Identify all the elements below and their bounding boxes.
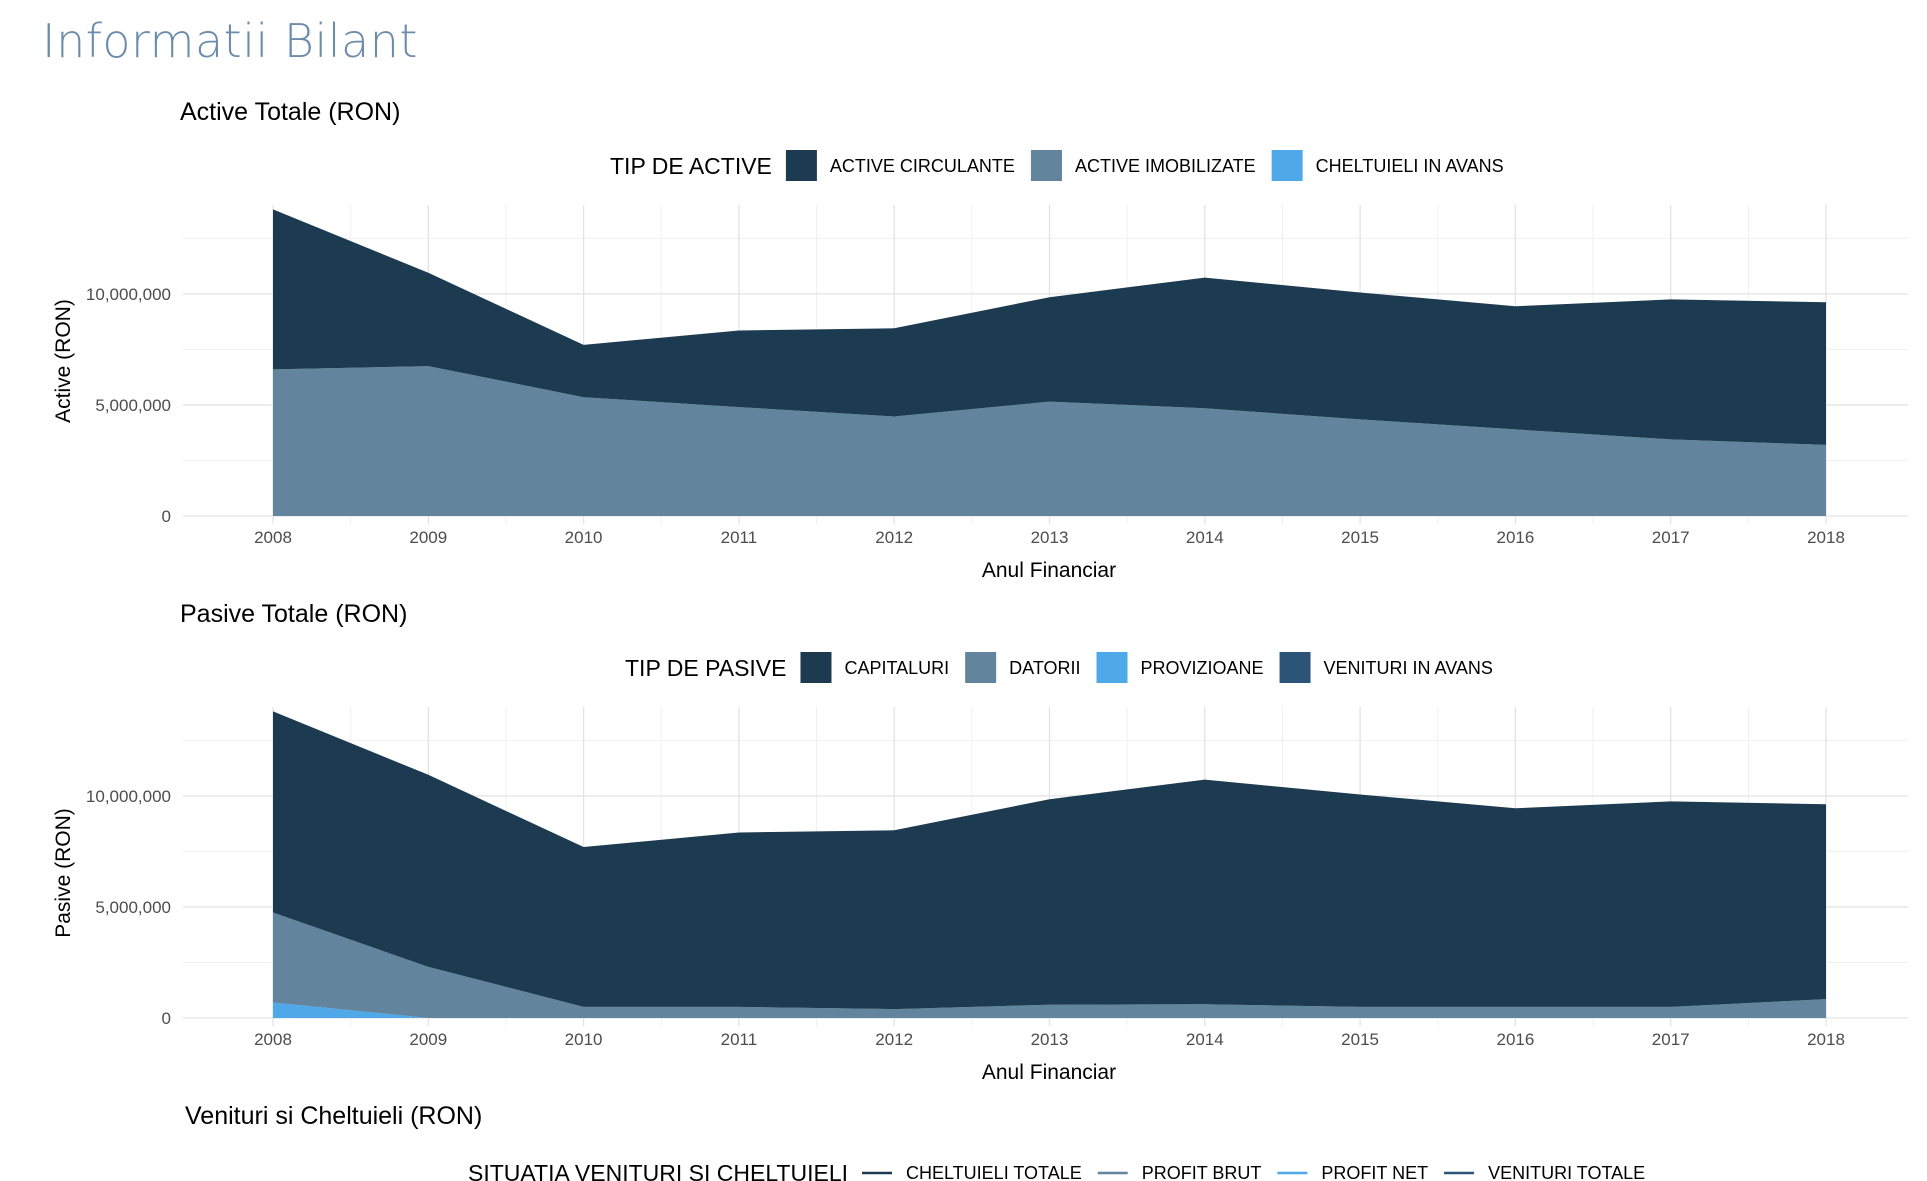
y-tick-label: 0: [162, 507, 171, 526]
legend-title: SITUATIA VENITURI SI CHELTUIELI: [468, 1160, 848, 1181]
x-tick-label: 2010: [565, 1030, 603, 1049]
y-tick-label: 5,000,000: [95, 396, 171, 415]
x-tick-label: 2015: [1341, 1030, 1379, 1049]
chart-legend: TIP DE PASIVE CAPITALURI DATORII PROVIZIOAN…: [625, 652, 1493, 683]
y-axis-title: Pasive (RON): [52, 808, 75, 938]
x-axis-title: Anul Financiar: [982, 559, 1116, 582]
legend-label: PROVIZIOANE: [1141, 658, 1264, 678]
page-title: Informatii Bilant: [42, 14, 418, 68]
y-tick-label: 10,000,000: [86, 787, 171, 806]
x-tick-label: 2018: [1807, 528, 1845, 547]
x-tick-label: 2012: [875, 528, 913, 547]
legend-label: VENITURI TOTALE: [1488, 1163, 1645, 1181]
x-tick-label: 2011: [721, 1030, 758, 1049]
legend-item-datorii: DATORII: [965, 652, 1081, 683]
chart-legend: SITUATIA VENITURI SI CHELTUIELI CHELTUIEL…: [468, 1160, 1645, 1181]
y-tick-label: 5,000,000: [95, 898, 171, 917]
pasive-chart: Pasive Totale (RON) TIP DE PASIVE CAPITAL…: [52, 600, 1908, 1084]
plot-area: 0 5,000,000 10,000,000 2008 2009 2010 2011 2012…: [86, 707, 1908, 1049]
legend-key: [800, 652, 832, 683]
legend-key: [1096, 652, 1128, 683]
area-capitaluri: [273, 711, 1826, 1010]
legend-item-cheltuieli-in-avans: CHELTUIELI IN AVANS: [1271, 150, 1504, 181]
chart-title: Pasive Totale (RON): [180, 600, 407, 628]
legend-item-cheltuieli-totale: CHELTUIELI TOTALE: [862, 1163, 1082, 1181]
x-tick-label: 2012: [875, 1030, 913, 1049]
x-tick-label: 2013: [1031, 528, 1069, 547]
x-tick-label: 2014: [1186, 1030, 1224, 1049]
chart-legend: TIP DE ACTIVE ACTIVE CIRCULANTE ACTIVE IMO…: [610, 150, 1504, 181]
legend-item-active-circulante: ACTIVE CIRCULANTE: [785, 150, 1015, 181]
x-axis-title: Anul Financiar: [982, 1061, 1116, 1084]
x-tick-label: 2015: [1341, 528, 1379, 547]
active-chart: Active Totale (RON) TIP DE ACTIVE ACTIVE …: [52, 98, 1908, 582]
x-tick-label: 2016: [1496, 1030, 1534, 1049]
chart-title: Venituri si Cheltuieli (RON): [185, 1102, 482, 1130]
x-tick-label: 2008: [254, 528, 292, 547]
legend-item-active-imobilizate: ACTIVE IMOBILIZATE: [1030, 150, 1256, 181]
legend-item-capitaluri: CAPITALURI: [800, 652, 949, 683]
legend-label: PROFIT BRUT: [1142, 1163, 1262, 1181]
legend-label: DATORII: [1009, 658, 1080, 678]
legend-label: CHELTUIELI IN AVANS: [1316, 156, 1504, 176]
chart-title: Active Totale (RON): [180, 98, 400, 126]
legend-key: [1030, 150, 1062, 181]
legend-item-profit-brut: PROFIT BRUT: [1097, 1163, 1262, 1181]
legend-key: [1271, 150, 1303, 181]
x-tick-label: 2008: [254, 1030, 292, 1049]
legend-label: ACTIVE IMOBILIZATE: [1075, 156, 1256, 176]
y-tick-label: 0: [162, 1009, 171, 1028]
legend-label: PROFIT NET: [1321, 1163, 1428, 1181]
legend-title: TIP DE ACTIVE: [610, 153, 772, 179]
y-axis-title: Active (RON): [52, 299, 75, 423]
legend-label: CAPITALURI: [844, 658, 949, 678]
legend-key: [1279, 652, 1311, 683]
x-tick-label: 2017: [1652, 1030, 1690, 1049]
area-active-imobilizate: [273, 366, 1826, 516]
area-active-circulante: [273, 209, 1826, 445]
legend-item-venituri-totale: VENITURI TOTALE: [1444, 1163, 1645, 1181]
legend-item-profit-net: PROFIT NET: [1277, 1163, 1428, 1181]
x-tick-label: 2009: [409, 1030, 447, 1049]
legend-key: [785, 150, 817, 181]
legend-item-provizioane: PROVIZIOANE: [1096, 652, 1264, 683]
legend-item-venituri-in-avans: VENITURI IN AVANS: [1279, 652, 1493, 683]
x-tick-label: 2011: [721, 528, 758, 547]
legend-title: TIP DE PASIVE: [625, 655, 786, 681]
x-tick-label: 2013: [1031, 1030, 1069, 1049]
legend-label: ACTIVE CIRCULANTE: [830, 156, 1015, 176]
legend-label: VENITURI IN AVANS: [1324, 658, 1493, 678]
x-tick-label: 2018: [1807, 1030, 1845, 1049]
venituri-chart: Venituri si Cheltuieli (RON) SITUATIA VE…: [185, 1102, 1645, 1181]
legend-label: CHELTUIELI TOTALE: [906, 1163, 1082, 1181]
x-tick-label: 2017: [1652, 528, 1690, 547]
x-tick-label: 2014: [1186, 528, 1224, 547]
area-datorii: [273, 912, 1826, 1018]
plot-area: 0 5,000,000 10,000,000 2008 2009 2010 2011 2012…: [86, 205, 1908, 547]
y-tick-label: 10,000,000: [86, 285, 171, 304]
x-tick-label: 2009: [409, 528, 447, 547]
legend-key: [965, 652, 997, 683]
x-tick-label: 2016: [1496, 528, 1534, 547]
x-tick-label: 2010: [565, 528, 603, 547]
